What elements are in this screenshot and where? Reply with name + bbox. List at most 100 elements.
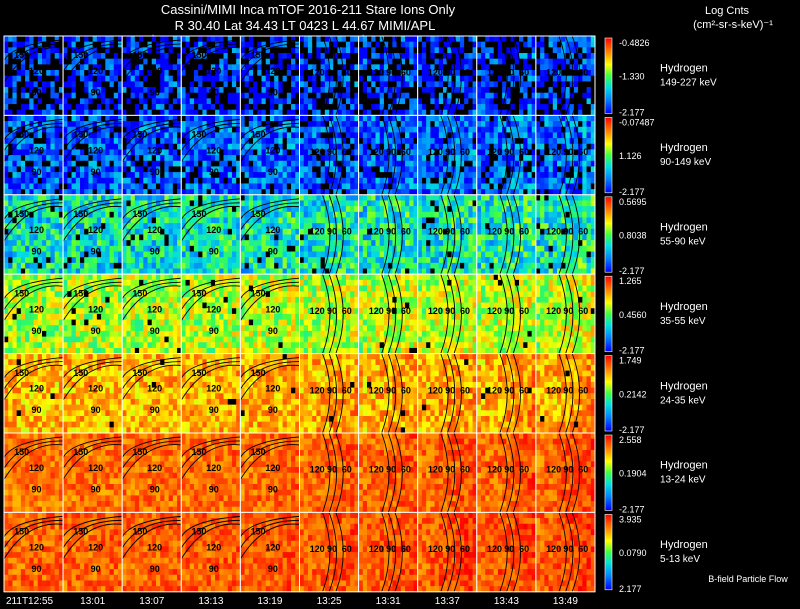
heatmap-cell <box>113 92 119 99</box>
heatmap-cell <box>16 251 22 258</box>
heatmap-cell <box>248 149 254 156</box>
heatmap-cell <box>37 36 43 43</box>
heatmap-cell <box>426 143 431 150</box>
heatmap-cell <box>379 92 385 99</box>
heatmap-cell <box>139 64 144 71</box>
heatmap-cell <box>12 257 18 264</box>
heatmap-cell <box>400 98 406 105</box>
heatmap-cell <box>101 172 106 179</box>
heatmap-cell <box>223 217 229 224</box>
heatmap-cell <box>523 104 528 111</box>
heatmap-cell <box>185 160 191 167</box>
heatmap-cell <box>468 81 473 88</box>
heatmap-cell <box>569 75 575 82</box>
heatmap-cell <box>573 92 579 99</box>
heatmap-cell <box>590 81 596 88</box>
heatmap-cell <box>337 121 343 128</box>
heatmap-cell <box>151 75 157 82</box>
heatmap-cell <box>109 177 115 184</box>
contour-label: 120 <box>428 147 443 157</box>
contour-label: 150 <box>132 130 147 140</box>
heatmap-cell <box>489 41 495 48</box>
heatmap-cell <box>147 109 153 116</box>
heatmap-cell <box>71 172 77 179</box>
heatmap-cell <box>295 194 300 201</box>
heatmap-cell <box>265 166 271 173</box>
heatmap-cell <box>341 189 347 196</box>
heatmap-cell <box>139 121 144 128</box>
heatmap-cell <box>172 228 178 235</box>
heatmap-cell <box>58 81 64 88</box>
heatmap-cell <box>223 262 229 269</box>
heatmap-cell <box>375 132 381 139</box>
heatmap-cell <box>312 41 317 48</box>
heatmap-cell <box>231 206 237 213</box>
heatmap-cell <box>535 172 541 179</box>
heatmap-cell <box>227 126 233 133</box>
heatmap-cell <box>430 98 435 105</box>
heatmap-cell <box>92 166 98 173</box>
heatmap-cell <box>168 206 174 213</box>
heatmap-cell <box>155 160 161 167</box>
heatmap-cell <box>261 36 267 43</box>
heatmap-cell <box>147 228 153 235</box>
heatmap-cell <box>367 155 372 162</box>
heatmap-cell <box>257 81 262 88</box>
heatmap-cell <box>240 177 246 184</box>
heatmap-cell <box>337 36 343 43</box>
heatmap-cell <box>198 138 203 145</box>
heatmap-cell <box>46 177 51 184</box>
heatmap-cell <box>561 58 566 65</box>
heatmap-cell <box>476 172 482 179</box>
heatmap-cell <box>12 234 18 241</box>
heatmap-cell <box>139 194 144 201</box>
heatmap-cell <box>590 177 596 184</box>
heatmap-cell <box>12 109 18 116</box>
heatmap-cell <box>33 53 39 60</box>
heatmap-cell <box>236 121 241 128</box>
heatmap-cell <box>485 183 490 190</box>
heatmap-cell <box>299 81 305 88</box>
heatmap-cell <box>75 234 81 241</box>
heatmap-cell <box>12 200 18 207</box>
heatmap-cell <box>443 189 448 196</box>
heatmap-cell <box>438 81 444 88</box>
heatmap-cell <box>215 115 220 122</box>
heatmap-cell <box>46 257 51 264</box>
heatmap-cell <box>333 41 338 48</box>
heatmap-cell <box>362 104 368 111</box>
heatmap-cell <box>41 234 47 241</box>
heatmap-cell <box>109 87 115 94</box>
heatmap-cell <box>139 211 144 218</box>
heatmap-cell <box>430 126 435 133</box>
heatmap-cell <box>417 149 423 156</box>
heatmap-cell <box>33 47 39 54</box>
heatmap-cell <box>63 132 68 139</box>
heatmap-cell <box>350 166 355 173</box>
heatmap-cell <box>25 138 30 145</box>
heatmap-cell <box>388 149 393 156</box>
heatmap-cell <box>291 53 296 60</box>
heatmap-cell <box>8 155 13 162</box>
heatmap-cell <box>84 138 89 145</box>
heatmap-cell <box>151 64 157 71</box>
heatmap-cell <box>265 228 271 235</box>
contour-line <box>328 115 338 195</box>
heatmap-cell <box>586 70 592 77</box>
heatmap-cell <box>147 257 153 264</box>
heatmap-cell <box>493 177 499 184</box>
heatmap-cell <box>206 166 212 173</box>
heatmap-cell <box>392 70 397 77</box>
heatmap-cell <box>590 189 596 196</box>
heatmap-cell <box>367 115 372 122</box>
heatmap-cell <box>316 98 322 105</box>
heatmap-cell <box>392 121 397 128</box>
heatmap-cell <box>307 58 313 65</box>
heatmap-cell <box>379 109 385 116</box>
heatmap-cell <box>459 70 465 77</box>
contour-label: 60 <box>578 147 588 157</box>
heatmap-cell <box>248 36 254 43</box>
heatmap-cell <box>96 109 102 116</box>
heatmap-cell <box>8 200 13 207</box>
heatmap-cell <box>41 109 47 116</box>
